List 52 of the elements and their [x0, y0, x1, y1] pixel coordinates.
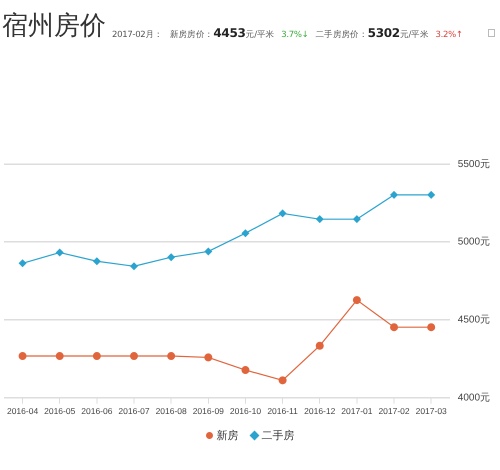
point [167, 253, 176, 262]
point [167, 352, 176, 360]
point [18, 259, 27, 268]
text: 3.2%↑ [436, 30, 463, 40]
point [18, 352, 27, 360]
point [427, 323, 436, 332]
point [241, 229, 250, 238]
text: 元/平米 [400, 30, 429, 40]
point [352, 215, 361, 224]
point [241, 366, 250, 374]
text: 新房房价： [170, 30, 214, 40]
text: 4453 [213, 26, 246, 40]
point [92, 352, 101, 360]
legend-label: 新房 [216, 429, 238, 442]
x-tick-label: 2017-03 [416, 406, 448, 416]
point [316, 342, 324, 350]
x-tick-label: 2017-02 [378, 406, 410, 416]
y-tick-label: 4500元 [458, 314, 490, 326]
point [352, 296, 361, 304]
point [427, 190, 436, 199]
x-tick-label: 2016-08 [156, 406, 188, 416]
x-tick-label: 2016-05 [44, 406, 76, 416]
x-tick-label: 2016-12 [304, 406, 336, 416]
point [278, 209, 287, 218]
point [56, 352, 64, 360]
text: 2017-02月： [112, 30, 163, 40]
y-tick-label: 5500元 [458, 158, 490, 170]
point [390, 190, 398, 199]
point [130, 352, 138, 360]
point [278, 376, 287, 384]
x-tick-label: 2016-10 [230, 406, 262, 416]
x-tick-label: 2016-07 [118, 406, 150, 416]
point [204, 353, 212, 362]
chart-title: 宿州房价 [2, 10, 106, 43]
point [390, 323, 398, 332]
legend-label: 二手房 [262, 429, 294, 442]
text: 5302 [368, 26, 400, 40]
point [316, 215, 324, 224]
point [56, 248, 64, 257]
x-tick-label: 2016-06 [81, 406, 113, 416]
point [130, 262, 138, 270]
point [92, 257, 101, 266]
text: 二手房房价： [315, 30, 368, 40]
y-tick-label: 4000元 [458, 392, 490, 404]
text: 3.7%↓ [281, 30, 308, 40]
point [204, 247, 212, 256]
x-tick-label: 2016-09 [192, 406, 224, 416]
x-tick-label: 2017-01 [341, 406, 373, 416]
x-tick-label: 2016-11 [267, 406, 298, 416]
text: 元/平米 [246, 30, 274, 40]
y-tick-label: 5000元 [458, 236, 490, 248]
x-tick-label: 2016-04 [6, 406, 38, 416]
